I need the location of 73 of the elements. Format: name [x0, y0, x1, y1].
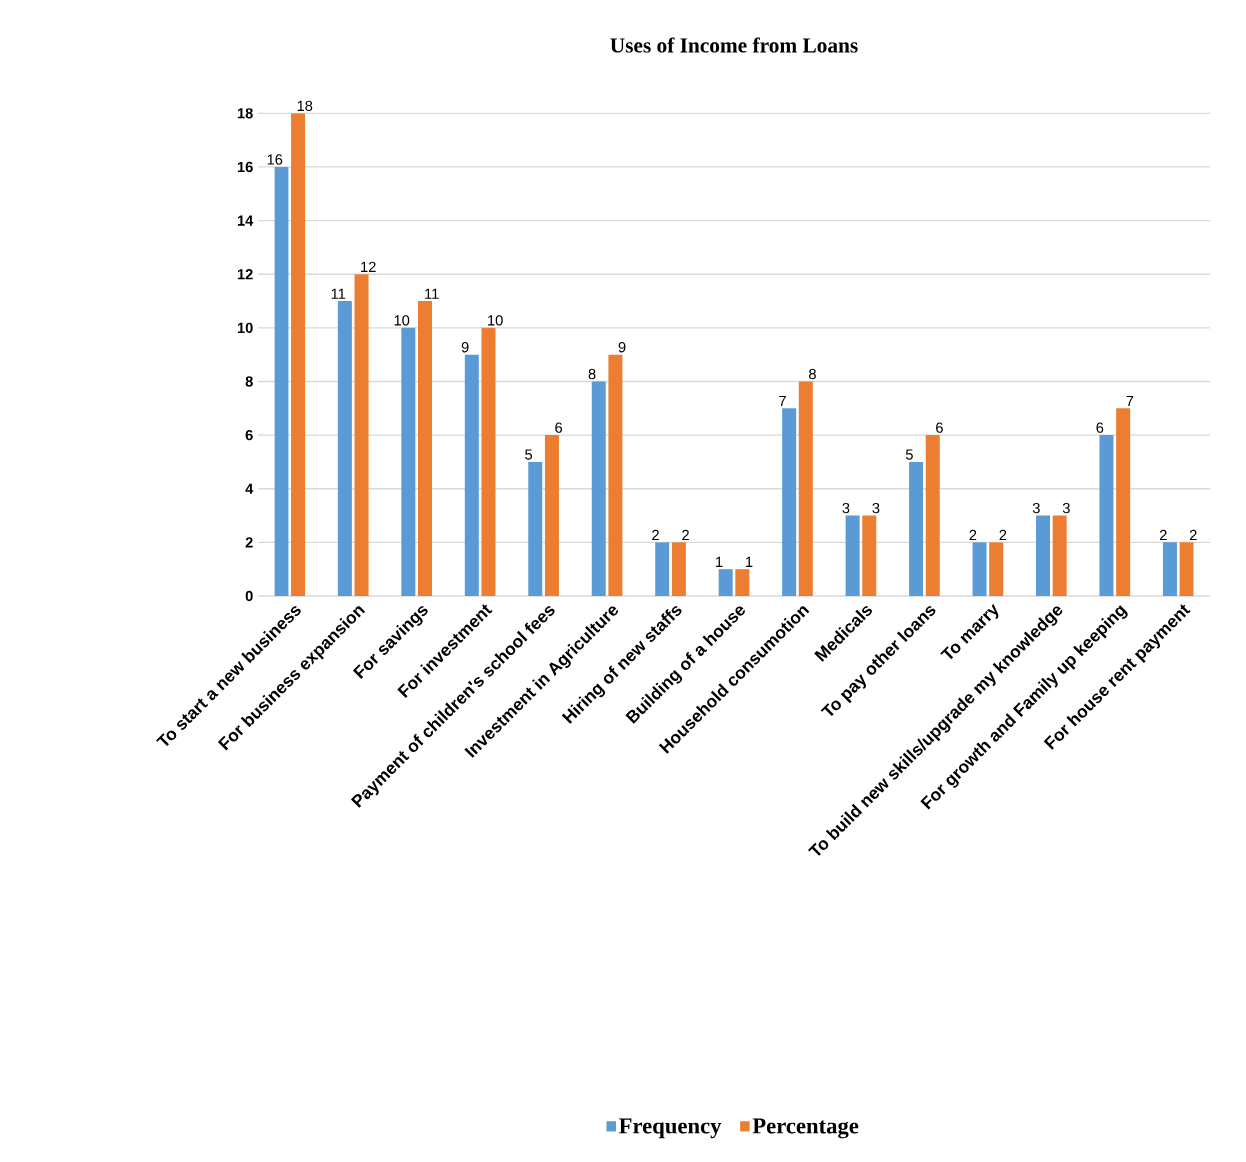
legend-label: Frequency	[619, 1118, 722, 1139]
data-label: 9	[461, 342, 469, 353]
bar	[544, 435, 559, 596]
bar	[291, 113, 306, 596]
legend-label: Percentage	[752, 1118, 859, 1139]
bar	[608, 354, 623, 596]
y-tick-label: 18	[237, 108, 253, 119]
data-label: 9	[618, 342, 626, 353]
data-label: 6	[936, 422, 943, 433]
data-label: 3	[842, 502, 850, 514]
bar	[972, 542, 987, 596]
bar	[354, 274, 369, 596]
data-label: 3	[1032, 502, 1040, 514]
data-label: 2	[999, 529, 1007, 541]
data-label: 1	[746, 556, 753, 567]
data-label: 7	[779, 395, 786, 407]
data-label: 11	[425, 288, 439, 299]
y-tick-label: 0	[245, 590, 253, 602]
bar	[337, 301, 352, 596]
y-tick-label: 10	[237, 322, 253, 334]
bar	[1162, 542, 1177, 596]
y-tick-label: 6	[245, 429, 253, 441]
bar	[655, 542, 670, 596]
data-label: 3	[872, 502, 880, 514]
bar	[925, 435, 940, 596]
data-label: 8	[588, 368, 596, 380]
bar	[845, 515, 860, 596]
data-label: 5	[905, 449, 913, 460]
data-label: 8	[809, 368, 816, 380]
bar	[1179, 542, 1194, 596]
bar	[718, 569, 733, 596]
data-label: 12	[361, 261, 376, 272]
bar	[671, 542, 686, 596]
data-label: 7	[1126, 395, 1134, 407]
bar	[1116, 408, 1131, 596]
data-label: 1	[716, 556, 723, 567]
bar	[782, 408, 797, 596]
bar	[418, 301, 433, 596]
y-tick-label: 14	[237, 215, 254, 226]
bar	[274, 166, 289, 596]
data-label: 2	[1159, 529, 1167, 541]
data-label: 2	[969, 529, 977, 541]
y-tick-label: 4	[245, 483, 254, 494]
bar	[989, 542, 1004, 596]
y-tick-label: 8	[245, 376, 253, 387]
bar	[464, 354, 479, 596]
data-label: 5	[525, 449, 533, 460]
bar	[401, 327, 416, 596]
data-label: 10	[394, 315, 410, 326]
bar	[1036, 515, 1051, 596]
bar	[591, 381, 606, 596]
data-label: 2	[1189, 529, 1197, 541]
bar	[862, 515, 877, 596]
y-tick-label: 12	[237, 269, 253, 280]
chart-title: Uses of Income from Loans	[610, 37, 858, 53]
data-label: 18	[297, 100, 313, 112]
data-label: 3	[1062, 502, 1070, 514]
bar	[735, 569, 750, 596]
bar	[1099, 435, 1114, 596]
data-label: 2	[652, 529, 659, 541]
bar	[798, 381, 813, 596]
y-tick-label: 16	[237, 161, 253, 173]
y-tick-label: 2	[245, 537, 253, 548]
bar	[481, 327, 496, 596]
data-label: 10	[488, 315, 503, 326]
data-label: 16	[267, 154, 283, 165]
bar	[909, 461, 924, 596]
data-label: 11	[331, 288, 346, 299]
bar	[1052, 515, 1067, 596]
data-label: 2	[682, 529, 689, 541]
data-label: 6	[1096, 422, 1104, 433]
bar	[528, 461, 543, 596]
data-label: 6	[555, 422, 563, 433]
